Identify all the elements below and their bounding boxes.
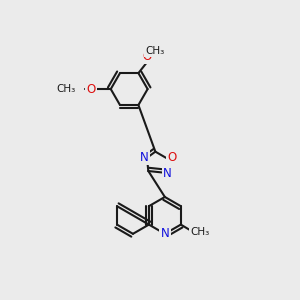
Text: O: O — [143, 50, 152, 63]
Text: O: O — [86, 82, 95, 96]
Text: CH₃: CH₃ — [190, 227, 209, 237]
Text: CH₃: CH₃ — [145, 46, 164, 56]
Text: N: N — [140, 151, 148, 164]
Text: N: N — [160, 227, 169, 240]
Text: CH₃: CH₃ — [56, 84, 76, 94]
Text: N: N — [163, 167, 172, 180]
Text: O: O — [167, 151, 177, 164]
